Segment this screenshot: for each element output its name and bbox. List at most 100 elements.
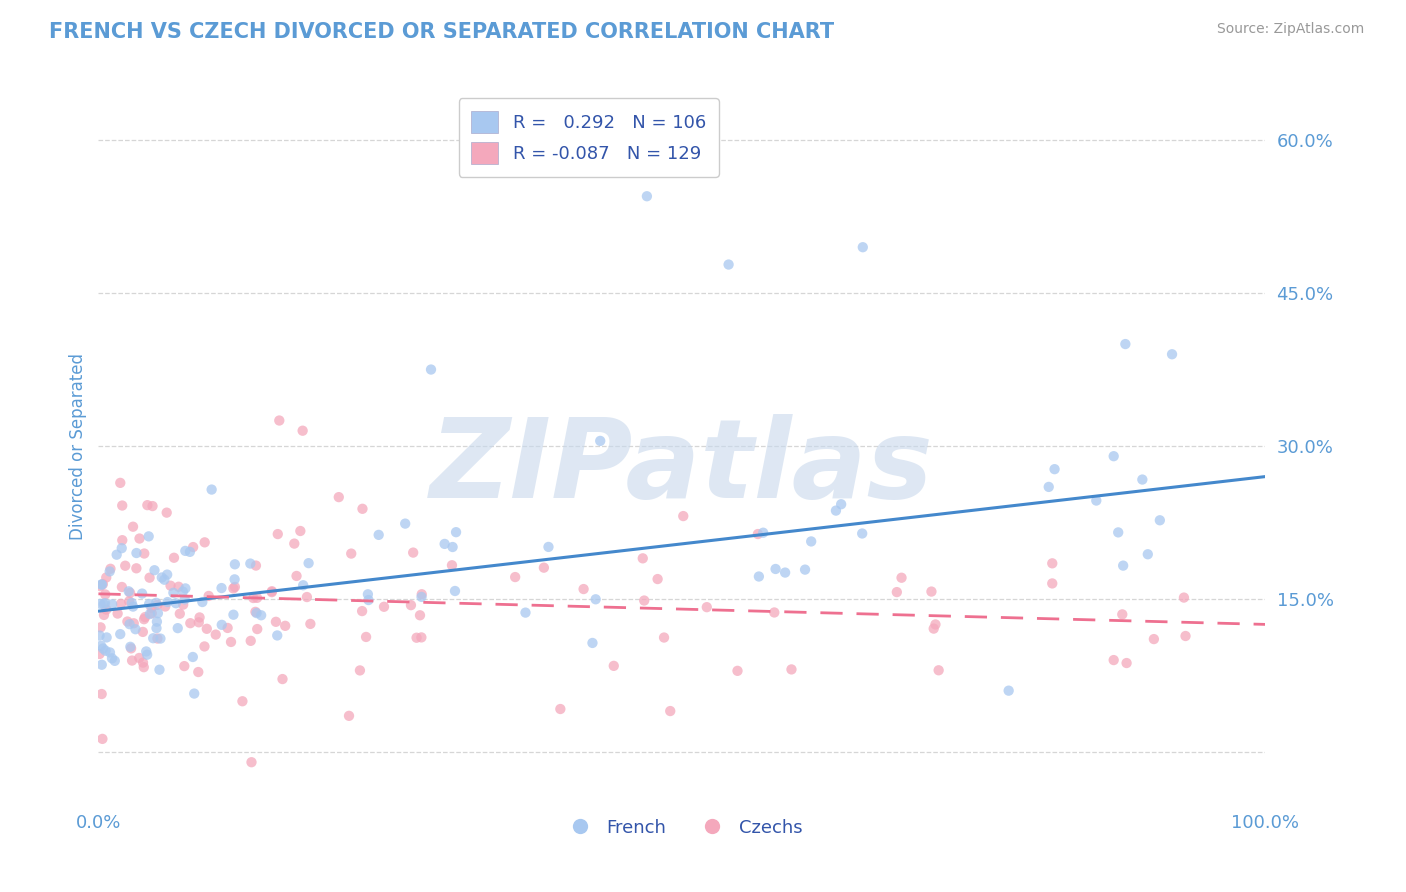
Point	[533, 560, 555, 574]
Point	[98, 645, 121, 659]
Point	[727, 664, 749, 678]
Point	[250, 608, 273, 623]
Point	[589, 434, 612, 448]
Point	[245, 606, 267, 620]
Point	[420, 362, 443, 376]
Point	[440, 558, 463, 573]
Point	[773, 566, 796, 580]
Point	[290, 524, 312, 538]
Point	[101, 597, 124, 611]
Point	[146, 615, 169, 629]
Point	[354, 630, 377, 644]
Point	[181, 650, 204, 665]
Point	[851, 526, 873, 541]
Point	[1085, 493, 1108, 508]
Point	[179, 616, 201, 631]
Point	[89, 647, 111, 661]
Point	[141, 499, 163, 513]
Point	[145, 596, 167, 610]
Point	[441, 540, 464, 554]
Point	[1112, 558, 1135, 573]
Point	[132, 660, 155, 674]
Point	[267, 527, 290, 541]
Point	[633, 593, 655, 607]
Point	[245, 558, 267, 573]
Point	[297, 556, 319, 570]
Point	[124, 622, 146, 636]
Point	[299, 616, 322, 631]
Point	[181, 540, 204, 554]
Point	[631, 551, 654, 566]
Point	[187, 665, 209, 679]
Point	[138, 571, 160, 585]
Point	[141, 601, 163, 615]
Point	[717, 258, 740, 272]
Point	[747, 527, 769, 541]
Point	[1149, 513, 1171, 527]
Point	[924, 617, 946, 632]
Point	[104, 654, 127, 668]
Point	[90, 657, 112, 672]
Text: Source: ZipAtlas.com: Source: ZipAtlas.com	[1216, 22, 1364, 37]
Point	[118, 584, 141, 599]
Point	[269, 413, 291, 427]
Point	[111, 499, 134, 513]
Point	[93, 607, 115, 622]
Point	[1130, 473, 1153, 487]
Point	[167, 580, 190, 594]
Point	[928, 663, 950, 677]
Point	[550, 702, 572, 716]
Point	[117, 615, 139, 629]
Point	[1143, 632, 1166, 646]
Point	[195, 622, 218, 636]
Point	[173, 659, 195, 673]
Point	[922, 622, 945, 636]
Point	[134, 610, 156, 624]
Point	[90, 687, 112, 701]
Point	[264, 615, 287, 629]
Point	[153, 599, 176, 614]
Point	[193, 640, 215, 654]
Point	[405, 631, 427, 645]
Point	[120, 641, 142, 656]
Point	[652, 631, 675, 645]
Point	[1107, 525, 1129, 540]
Point	[283, 536, 305, 550]
Point	[411, 590, 433, 604]
Point	[1173, 591, 1195, 605]
Point	[191, 595, 214, 609]
Point	[572, 582, 595, 596]
Text: ZIPatlas: ZIPatlas	[430, 414, 934, 521]
Point	[91, 641, 114, 656]
Point	[98, 565, 121, 579]
Point	[585, 592, 607, 607]
Point	[211, 581, 233, 595]
Point	[183, 687, 205, 701]
Point	[399, 598, 422, 612]
Point	[94, 587, 117, 601]
Point	[146, 632, 169, 646]
Point	[1040, 557, 1063, 571]
Point	[94, 596, 117, 610]
Point	[148, 663, 170, 677]
Point	[122, 599, 145, 614]
Point	[139, 607, 162, 621]
Point	[118, 617, 141, 632]
Point	[111, 541, 134, 556]
Point	[295, 590, 318, 604]
Point	[138, 597, 160, 611]
Point	[159, 579, 181, 593]
Point	[211, 617, 233, 632]
Point	[132, 624, 155, 639]
Point	[800, 534, 823, 549]
Point	[132, 612, 155, 626]
Point	[165, 596, 187, 610]
Point	[121, 654, 143, 668]
Point	[1161, 347, 1184, 361]
Point	[603, 658, 626, 673]
Point	[96, 602, 118, 616]
Point	[503, 570, 526, 584]
Point	[444, 584, 467, 599]
Point	[188, 610, 211, 624]
Point	[1115, 656, 1137, 670]
